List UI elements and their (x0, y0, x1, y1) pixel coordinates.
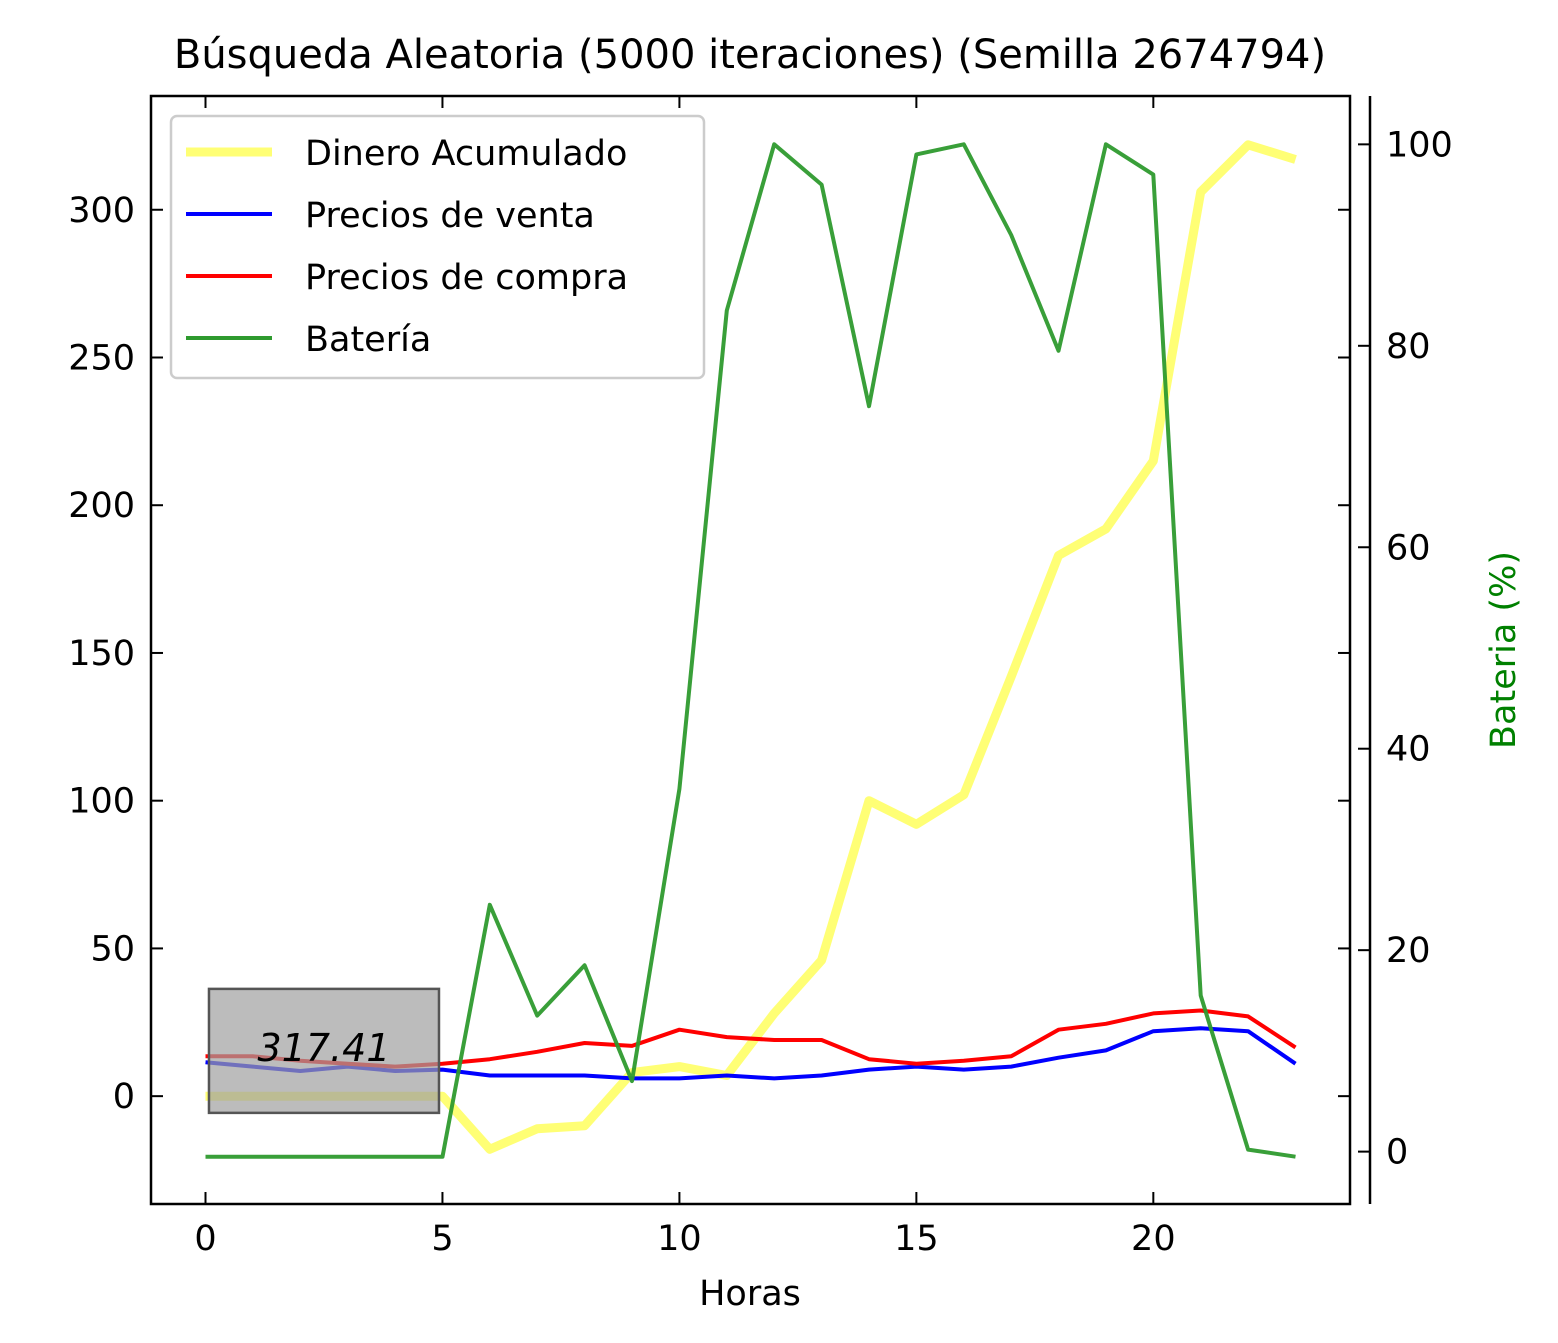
legend-box (169, 114, 706, 380)
y-tick-label: 300 (68, 191, 135, 231)
y2-tick-label: 100 (1386, 125, 1453, 165)
legend-label: Batería (305, 320, 431, 360)
y-tick-label: 100 (68, 782, 135, 822)
y-tick-label: 150 (68, 634, 135, 674)
y2-tick-label: 40 (1386, 730, 1431, 770)
plot-frame (149, 94, 1352, 1206)
legend: Dinero Acumulado Precios de venta Precios … (169, 114, 706, 380)
y-tick-label: 200 (68, 486, 135, 526)
x-tick-label: 5 (431, 1219, 453, 1259)
y2-axis-label: Bateria (%) (1484, 551, 1524, 749)
y2-tick-label: 0 (1386, 1133, 1408, 1173)
annotation-text: 317.41 (257, 1026, 390, 1070)
legend-label: Precios de compra (305, 258, 628, 298)
x-tick-label: 10 (657, 1219, 702, 1259)
x-axis-label: Horas (699, 1274, 801, 1314)
x-tick-label: 15 (894, 1219, 939, 1259)
y2-tick-label: 80 (1386, 327, 1431, 367)
y-tick-label: 0 (113, 1077, 135, 1117)
annotation-layer: 317.41 (207, 987, 441, 1115)
y2-tick-label: 20 (1386, 931, 1431, 971)
series-line-4 (205, 142, 1296, 1159)
y-tick-label: 250 (68, 338, 135, 378)
legend-label: Dinero Acumulado (305, 134, 627, 174)
y2-tick-label: 60 (1386, 528, 1431, 568)
x-tick-label: 20 (1131, 1219, 1176, 1259)
x-tick-label: 0 (194, 1219, 216, 1259)
y-tick-label: 50 (90, 929, 135, 969)
annotation-box (207, 987, 441, 1115)
legend-label: Precios de venta (305, 196, 595, 236)
chart-title: Búsqueda Aleatoria (5000 iteraciones) (S… (174, 32, 1326, 78)
